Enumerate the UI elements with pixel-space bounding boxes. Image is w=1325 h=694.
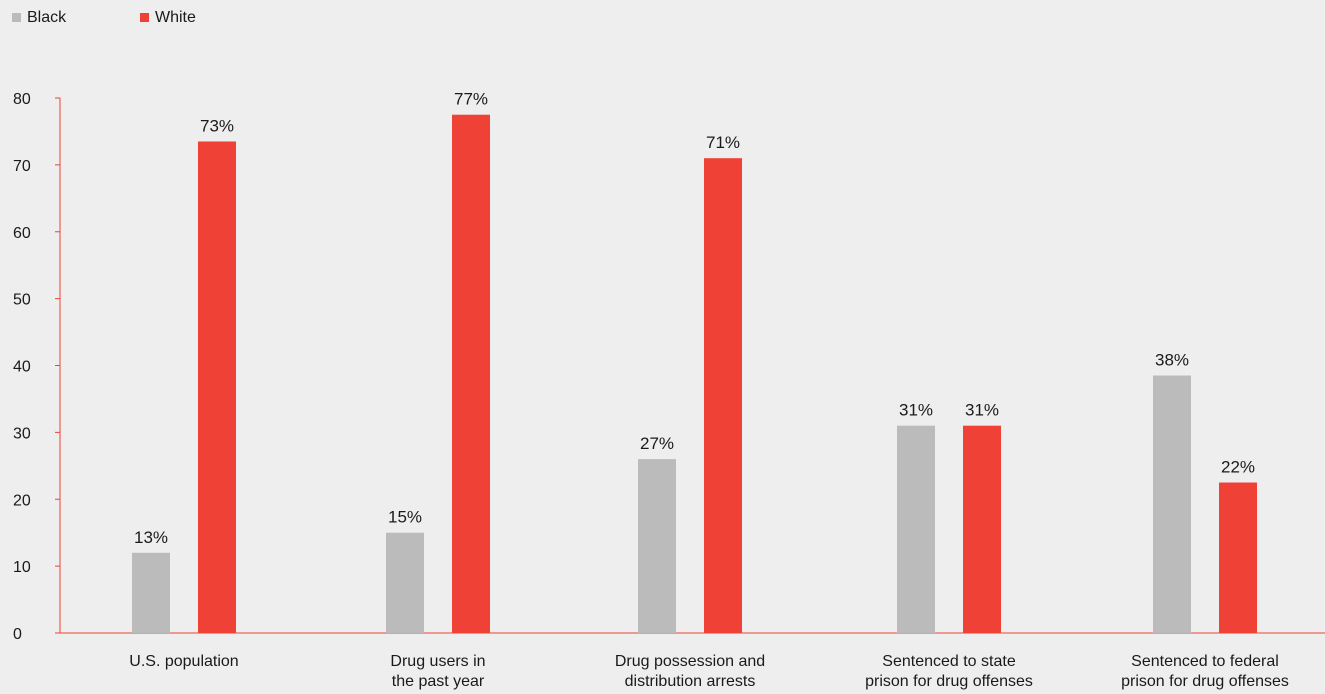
y-tick-label-50: 50 (13, 292, 31, 309)
data-label-black-1: 15% (388, 508, 422, 527)
y-tick-label-60: 60 (13, 225, 31, 242)
category-label-line: the past year (392, 673, 485, 690)
bar-white-4 (1219, 482, 1257, 633)
category-label-line: Drug possession and (615, 653, 765, 670)
category-label-1: Drug users in the past year (390, 653, 485, 690)
y-axis: 0 10 20 30 40 50 60 70 80 (13, 91, 61, 643)
category-label-line: prison for drug offenses (865, 673, 1033, 690)
category-label-line: Drug users in (390, 653, 485, 670)
data-label-white-1: 77% (454, 90, 488, 109)
data-label-white-3: 31% (965, 401, 999, 420)
data-label-white-0: 73% (200, 116, 234, 135)
bar-white-3 (963, 425, 1001, 633)
data-label-white-4: 22% (1221, 458, 1255, 477)
category-label-0: U.S. population (129, 653, 238, 670)
y-tick-label-20: 20 (13, 492, 31, 509)
category-label-line: prison for drug offenses (1121, 673, 1289, 690)
bar-white-2 (704, 158, 742, 633)
category-label-4: Sentenced to federal prison for drug offe… (1121, 653, 1289, 690)
data-label-black-3: 31% (899, 401, 933, 420)
data-label-black-4: 38% (1155, 351, 1189, 370)
bar-black-1 (386, 532, 424, 633)
value-labels: 13% 73% 15% 77% 27% 71% 31% 31% 38% 22% (134, 90, 1255, 547)
bar-black-4 (1153, 375, 1191, 633)
category-label-line: Sentenced to state (882, 653, 1016, 670)
data-label-black-2: 27% (640, 434, 674, 453)
y-tick-label-40: 40 (13, 359, 31, 376)
legend-swatch-black (12, 13, 21, 22)
category-label-line: U.S. population (129, 653, 238, 670)
bar-black-2 (638, 459, 676, 633)
legend-swatch-white (140, 13, 149, 22)
category-label-2: Drug possession and distribution arrests (615, 653, 765, 690)
legend-label-white: White (155, 9, 196, 26)
category-label-line: distribution arrests (625, 673, 756, 690)
bar-white-1 (452, 114, 490, 633)
category-label-line: Sentenced to federal (1131, 653, 1279, 670)
category-label-3: Sentenced to state prison for drug offens… (865, 653, 1033, 690)
y-tick-label-30: 30 (13, 425, 31, 442)
y-tick-label-0: 0 (13, 626, 22, 643)
bars (132, 114, 1257, 633)
y-tick-label-80: 80 (13, 91, 31, 108)
category-labels: U.S. population Drug users in the past yea… (129, 653, 1289, 690)
bar-black-3 (897, 425, 935, 633)
y-tick-label-70: 70 (13, 158, 31, 175)
data-label-white-2: 71% (706, 133, 740, 152)
bar-black-0 (132, 552, 170, 633)
data-label-black-0: 13% (134, 528, 168, 547)
legend: Black White (12, 9, 196, 26)
y-tick-label-10: 10 (13, 559, 31, 576)
legend-label-black: Black (27, 9, 67, 26)
bar-white-0 (198, 141, 236, 633)
